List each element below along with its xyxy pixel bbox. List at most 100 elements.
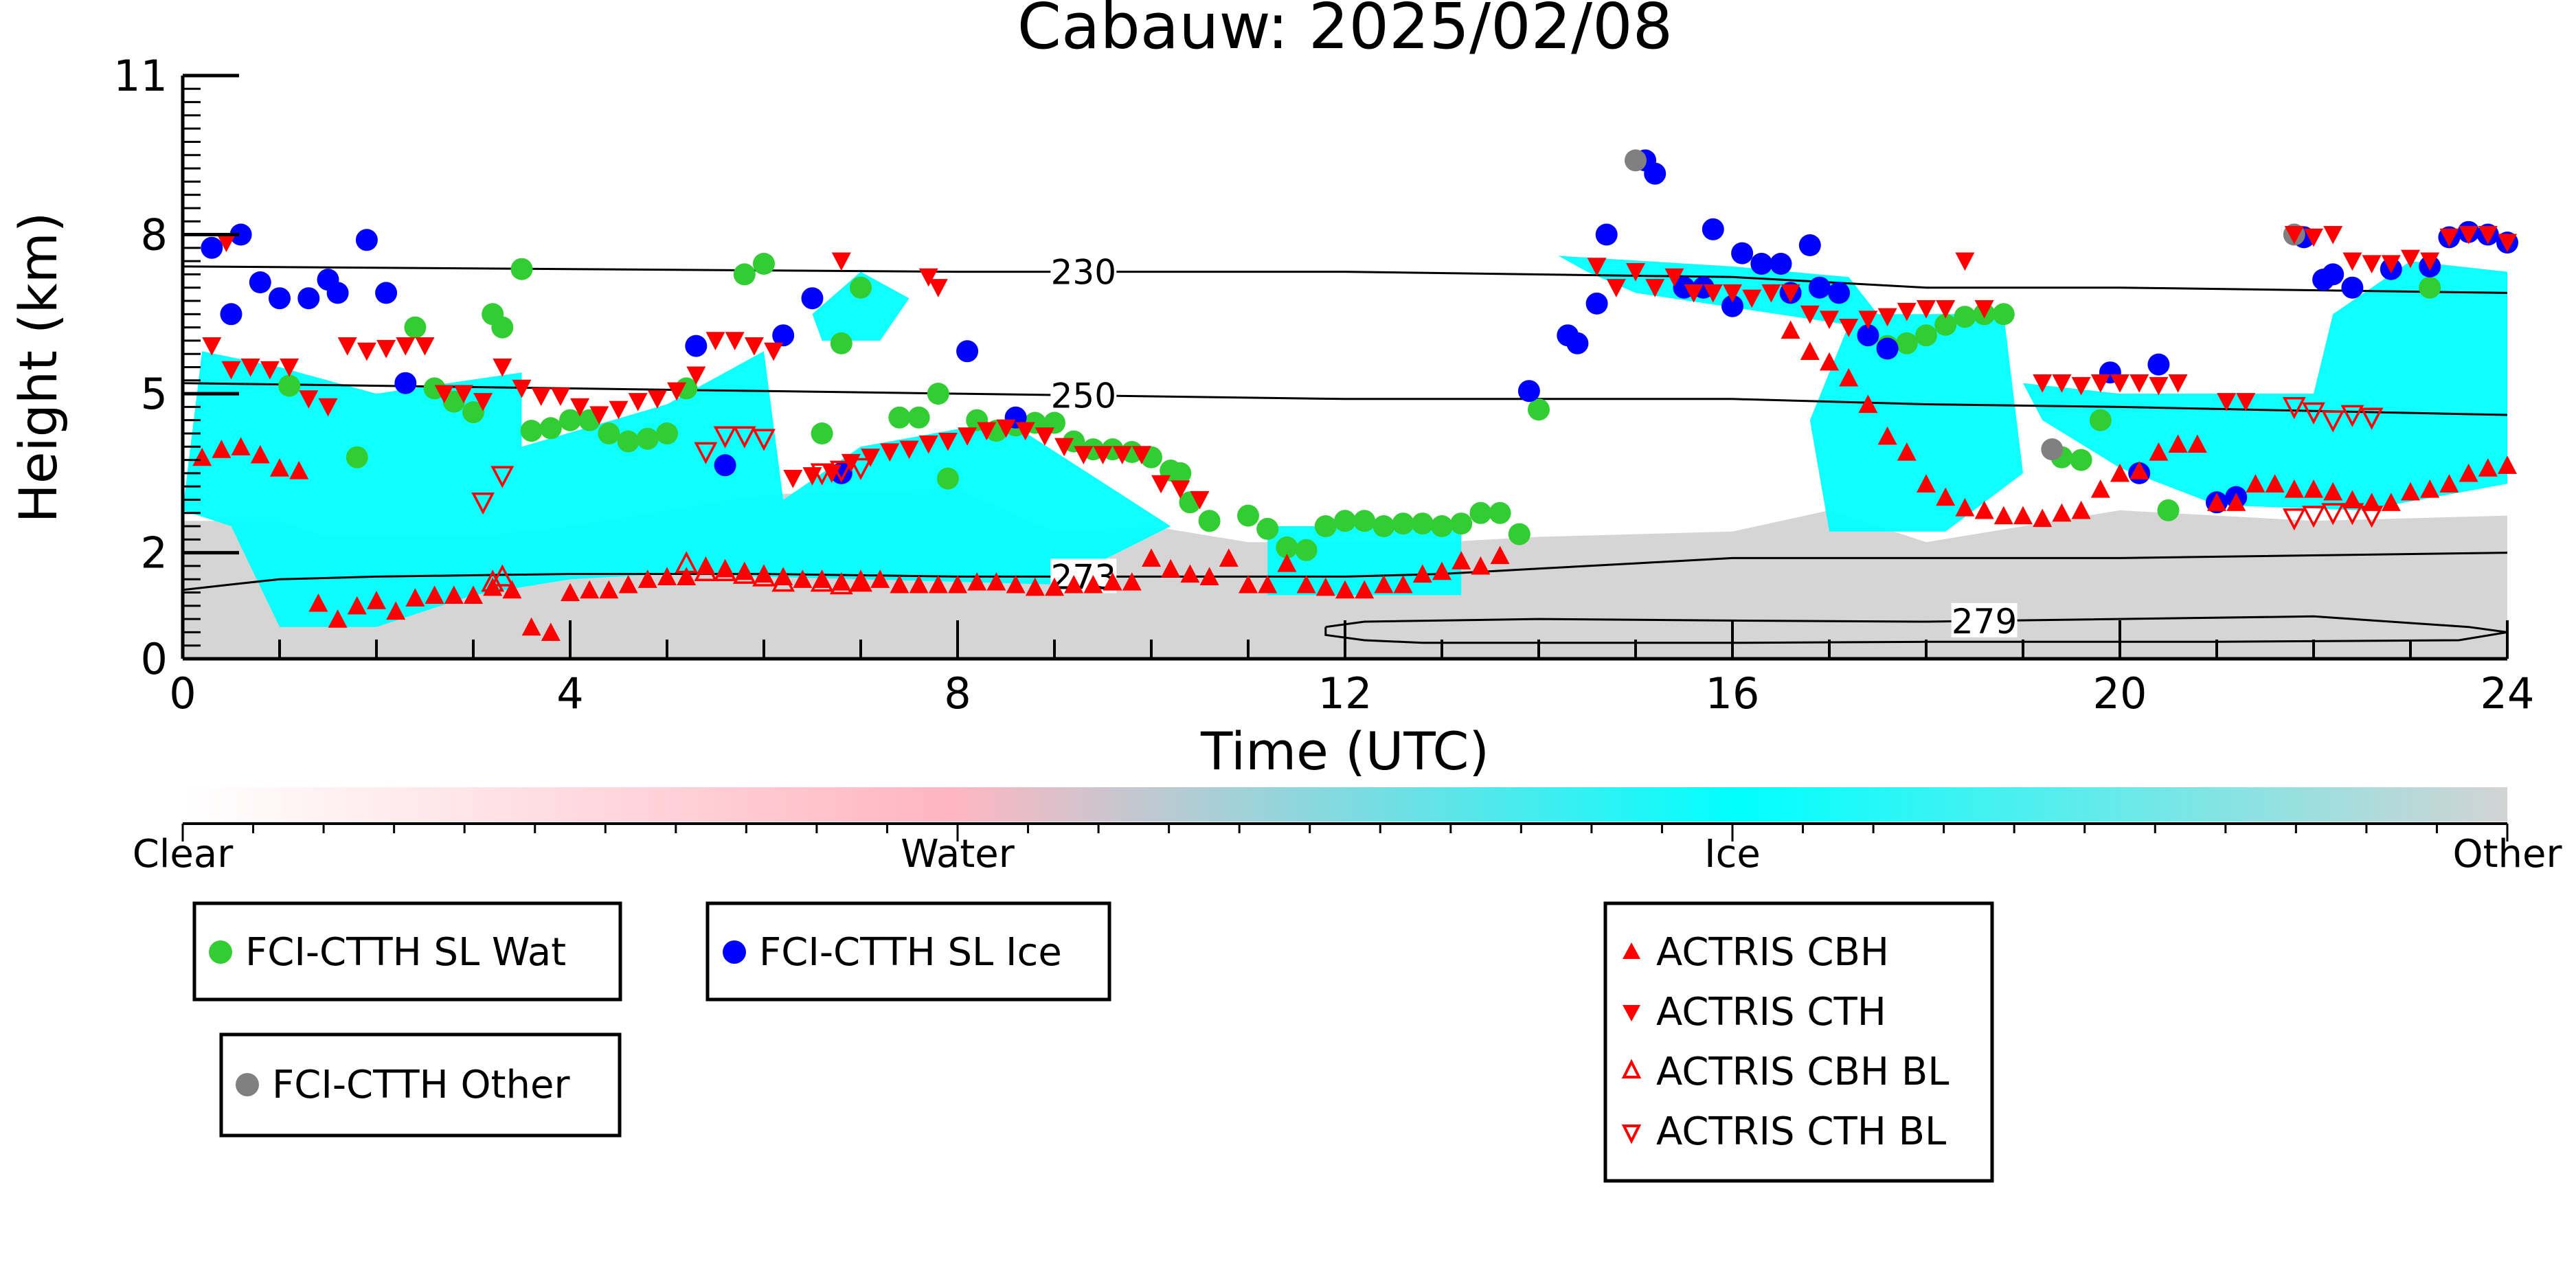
- marker-actris-cbh-92: [2246, 474, 2266, 493]
- marker-actris-cth-89: [2323, 225, 2343, 245]
- marker-actris-cth-bl-8: [849, 457, 872, 480]
- marker-actris-cth-75: [1955, 252, 1975, 271]
- marker-fci-ctth-sl-wat-46: [1334, 510, 1356, 532]
- marker-actris-cbh-93: [2265, 474, 2285, 493]
- marker-actris-cth-85: [2217, 393, 2237, 411]
- marker-actris-cth-38: [938, 432, 958, 451]
- marker-actris-cth-76: [1974, 300, 1994, 319]
- y-tick-label-8: 8: [141, 210, 168, 260]
- marker-fci-ctth-sl-ice-5: [297, 287, 320, 310]
- x-axis-label: Time (UTC): [1200, 721, 1489, 782]
- marker-actris-cbh-60: [1355, 580, 1375, 599]
- chart-title: Cabauw: 2025/02/08: [1017, 0, 1673, 63]
- isotherm-label-279: 279: [1952, 602, 2017, 642]
- colorbar-label-clear: Clear: [133, 832, 234, 877]
- marker-fci-ctth-sl-ice-24: [1644, 162, 1667, 185]
- marker-actris-cbh-71: [1839, 368, 1859, 387]
- marker-fci-ctth-sl-ice-13: [772, 324, 795, 347]
- marker-actris-cbh-38: [928, 574, 948, 594]
- marker-actris-cbh-66: [1471, 556, 1491, 575]
- x-tick-label-4: 4: [556, 668, 583, 719]
- marker-actris-cth-97: [2478, 225, 2498, 245]
- x-tick-label-12: 12: [1318, 668, 1372, 719]
- marker-actris-cbh-1: [212, 440, 231, 458]
- legend-label-actris-cbh: ACTRIS CBH: [1656, 930, 1889, 975]
- marker-actris-cth-21: [609, 400, 629, 420]
- legend-marker-actris-cth-bl: [1621, 1125, 1642, 1144]
- marker-actris-cth-58: [1626, 262, 1645, 282]
- marker-actris-cth-50: [1171, 480, 1190, 499]
- marker-fci-ctth-sl-ice-22: [1595, 223, 1618, 246]
- marker-actris-cbh-47: [1103, 572, 1122, 591]
- colorbar-label-other: Other: [2452, 832, 2562, 877]
- marker-fci-ctth-sl-ice-46: [2341, 276, 2364, 299]
- marker-fci-ctth-sl-ice-21: [1585, 292, 1608, 315]
- marker-fci-ctth-sl-ice-36: [1857, 324, 1879, 347]
- marker-actris-cbh-69: [1800, 341, 1820, 360]
- marker-actris-cth-27: [725, 332, 745, 350]
- legend-marker-fci-ice: [723, 940, 746, 964]
- legend-marker-fci-wat: [209, 940, 232, 964]
- marker-actris-cbh-10: [386, 601, 406, 620]
- marker-actris-cth-79: [2071, 376, 2091, 396]
- marker-fci-ctth-sl-wat-9: [520, 420, 543, 442]
- marker-actris-cth-bl-16: [2321, 410, 2345, 433]
- marker-fci-ctth-sl-ice-11: [685, 335, 708, 357]
- marker-actris-cbh-89: [2187, 434, 2207, 453]
- isotherm-labels: 230 250 273 279: [1050, 253, 2018, 642]
- marker-actris-cbh-17: [521, 617, 541, 636]
- marker-actris-cth-7: [337, 337, 357, 356]
- marker-actris-cbh-52: [1199, 567, 1219, 585]
- marker-fci-ctth-sl-ice-40: [2147, 353, 2170, 376]
- marker-fci-ctth-sl-ice-16: [956, 340, 979, 363]
- marker-fci-ctth-sl-ice-37: [1876, 337, 1899, 360]
- marker-fci-ctth-sl-wat-23: [888, 406, 911, 429]
- legend-box-actris: ACTRIS CBH ACTRIS CTH ACTRIS CBH BL ACTR…: [1603, 901, 1994, 1183]
- marker-actris-cth-bl-15: [2302, 402, 2325, 425]
- marker-actris-cbh-64: [1432, 561, 1451, 580]
- marker-fci-ctth-sl-wat-50: [1411, 512, 1434, 535]
- marker-actris-cth-11: [415, 337, 435, 356]
- series-actris-cth: [202, 225, 2517, 510]
- marker-actris-cth-10: [396, 337, 416, 356]
- marker-fci-ctth-sl-ice-7: [326, 282, 349, 304]
- marker-actris-cth-49: [1151, 475, 1171, 494]
- marker-actris-cth-81: [2110, 374, 2129, 393]
- marker-actris-cbh-102: [2439, 474, 2459, 493]
- marker-actris-cbh-16: [502, 580, 522, 599]
- marker-actris-cth-41: [996, 419, 1016, 438]
- legend-label-fci-ice: FCI-CTTH SL Ice: [759, 930, 1062, 975]
- marker-fci-ctth-sl-ice-34: [1808, 276, 1831, 299]
- marker-actris-cth-55: [928, 279, 948, 297]
- marker-fci-ctth-sl-wat-19: [753, 253, 775, 275]
- marker-fci-ctth-sl-wat-10: [539, 417, 562, 440]
- marker-fci-ctth-sl-wat-58: [1895, 332, 1918, 354]
- marker-actris-cbh-96: [2323, 482, 2343, 501]
- marker-actris-cbh-46: [1083, 574, 1103, 594]
- marker-actris-cbh-7: [328, 609, 348, 628]
- marker-actris-cbh-68: [1781, 320, 1800, 339]
- marker-actris-cth-42: [1015, 422, 1035, 441]
- marker-actris-cbh-54: [1239, 574, 1258, 594]
- marker-actris-cth-90: [2342, 252, 2362, 271]
- marker-actris-cbh-91: [2226, 493, 2246, 511]
- colorbar-label-water: Water: [901, 832, 1015, 877]
- marker-actris-cbh-77: [1955, 498, 1975, 517]
- marker-fci-ctth-sl-wat-44: [1295, 539, 1318, 561]
- marker-actris-cbh-3: [250, 444, 270, 464]
- marker-actris-cth-64: [1742, 289, 1762, 308]
- marker-fci-ctth-sl-ice-2: [229, 223, 252, 246]
- marker-fci-ctth-sl-wat-18: [733, 263, 756, 286]
- marker-fci-ctth-sl-wat-0: [278, 374, 301, 397]
- marker-actris-cbh-18: [541, 622, 561, 642]
- marker-actris-cth-94: [2420, 252, 2440, 271]
- marker-actris-cbh-14: [464, 585, 483, 604]
- marker-actris-cth-20: [589, 406, 609, 425]
- marker-fci-ctth-sl-ice-28: [1721, 295, 1743, 317]
- marker-actris-cth-54: [918, 268, 938, 287]
- marker-actris-cth-9: [376, 339, 396, 359]
- marker-actris-cth-71: [1877, 308, 1897, 327]
- x-tick-label-8: 8: [944, 668, 971, 719]
- marker-actris-cth-bl-5: [752, 429, 776, 451]
